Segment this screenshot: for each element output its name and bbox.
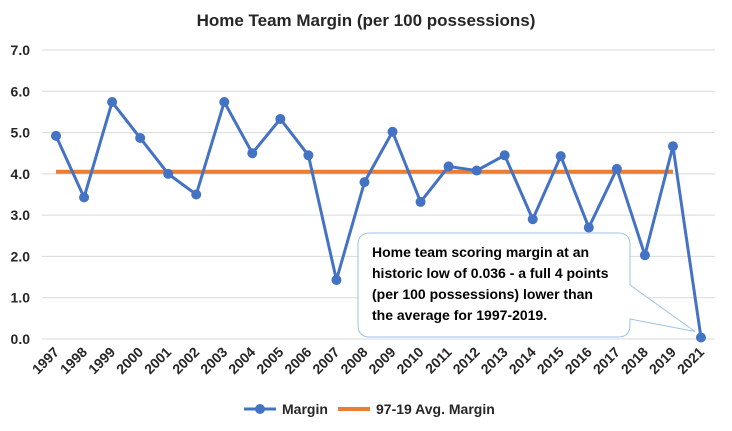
chart-title: Home Team Margin (per 100 possessions) [197,11,536,30]
annotation-callout: Home team scoring margin at an historic l… [357,232,696,338]
margin-point [163,168,174,179]
margin-point [387,126,398,137]
margin-point [667,141,678,152]
legend[interactable]: Margin 97-19 Avg. Margin [244,401,495,417]
margin-point [555,151,566,162]
callout-line: (per 100 possessions) lower than [372,286,593,302]
callout-box [357,232,696,338]
margin-point [443,161,454,172]
margin-point [695,332,706,343]
margin-point [527,214,538,225]
legend-margin-label[interactable]: Margin [282,401,328,417]
callout-line: Home team scoring margin at an [372,244,589,260]
margin-point [359,177,370,188]
margin-point [275,113,286,124]
y-tick-label: 3.0 [11,207,31,223]
y-axis-ticks: 0.0 1.0 2.0 3.0 4.0 5.0 6.0 7.0 [11,42,31,347]
y-tick-label: 0.0 [11,331,31,347]
margin-point [135,132,146,143]
margin-point [107,97,118,108]
y-tick-label: 1.0 [11,290,31,306]
legend-avg-label[interactable]: 97-19 Avg. Margin [376,401,495,417]
margin-point [499,150,510,161]
margin-point [583,222,594,233]
y-tick-label: 6.0 [11,83,31,99]
margin-point [219,97,230,108]
margin-point [611,163,622,174]
margin-point [303,150,314,161]
margin-point [331,274,342,285]
y-tick-label: 4.0 [11,166,31,182]
margin-point [51,130,62,141]
series-group [51,97,706,343]
margin-point [191,189,202,200]
callout-line: historic low of 0.036 - a full 4 points [372,265,609,281]
margin-point [79,192,90,203]
callout-line: the average for 1997-2019. [372,307,547,323]
y-tick-label: 5.0 [11,125,31,141]
margin-point [639,250,650,261]
margin-point [471,165,482,176]
margin-point [247,148,258,159]
y-tick-label: 2.0 [11,248,31,264]
y-tick-label: 7.0 [11,42,31,58]
legend-margin-marker [255,404,265,414]
margin-line [54,100,703,338]
margin-point [415,196,426,207]
